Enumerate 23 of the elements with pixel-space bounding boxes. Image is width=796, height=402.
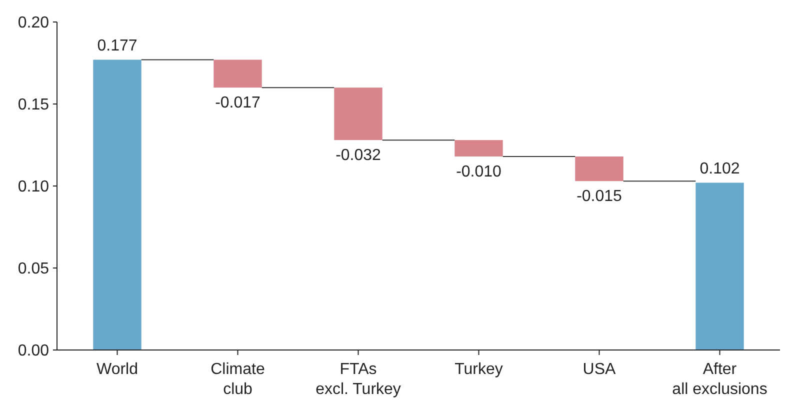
x-tick-label: FTAs excl. Turkey xyxy=(316,361,401,398)
data-label: -0.015 xyxy=(576,188,622,206)
y-tick-label: 0.05 xyxy=(18,260,50,278)
x-tick-label: Turkey xyxy=(454,361,503,378)
y-tick-label: 0.20 xyxy=(18,14,50,32)
bar xyxy=(575,156,624,182)
x-tick-label: After all exclusions xyxy=(672,361,768,398)
bar xyxy=(93,60,142,350)
x-tick-label: World xyxy=(96,361,138,378)
bar xyxy=(334,88,382,140)
data-label: 0.102 xyxy=(700,160,740,178)
y-tick-label: 0.15 xyxy=(18,96,50,114)
y-tick-label: 0.00 xyxy=(18,342,50,360)
bar xyxy=(214,60,262,88)
bar xyxy=(454,140,503,156)
data-label: -0.017 xyxy=(215,94,261,112)
bar xyxy=(696,182,744,350)
x-tick-label: Climate club xyxy=(210,361,265,398)
x-tick-label: USA xyxy=(582,361,616,378)
data-label: -0.032 xyxy=(336,147,382,164)
y-tick-label: 0.10 xyxy=(18,178,50,196)
data-label: -0.010 xyxy=(456,163,502,180)
data-label: 0.177 xyxy=(97,38,138,55)
